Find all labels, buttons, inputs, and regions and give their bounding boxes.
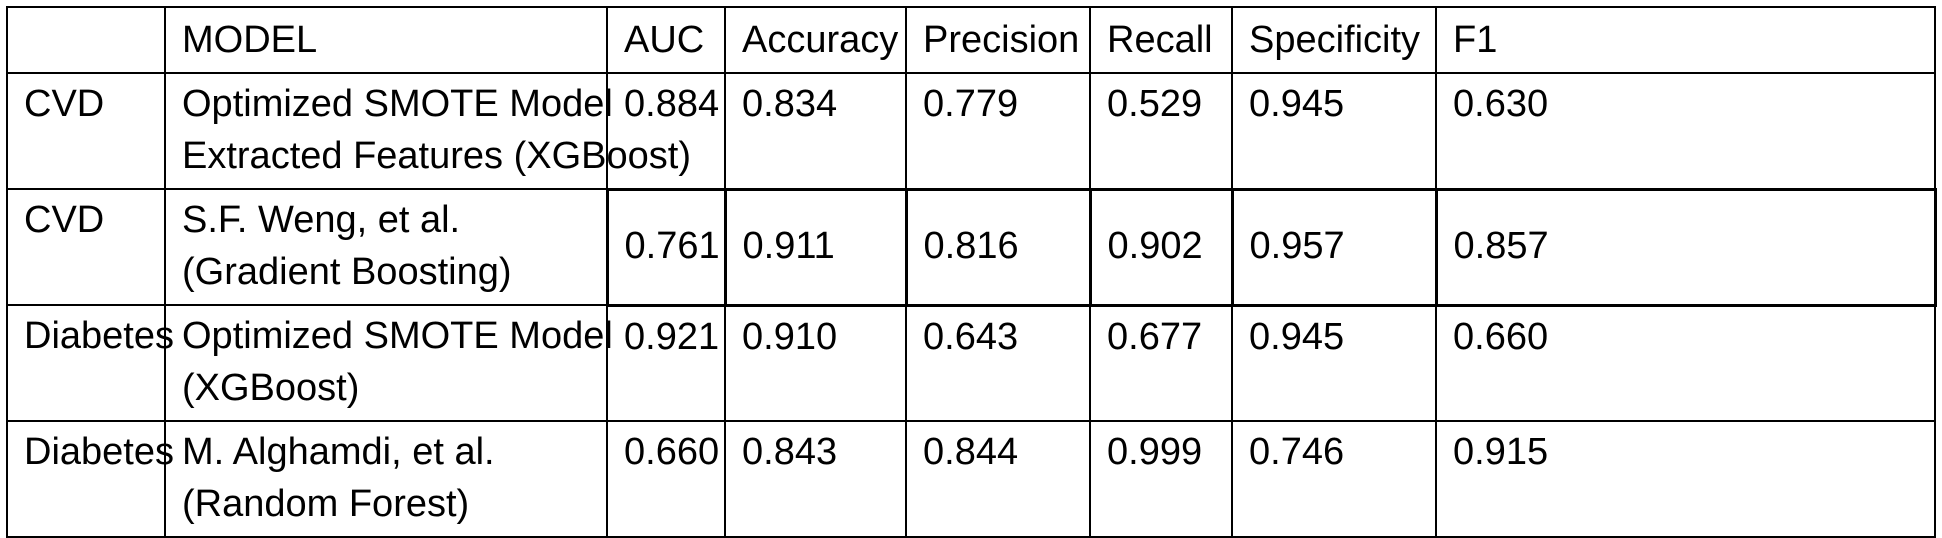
recall-cell: 0.902 <box>1088 187 1234 307</box>
header-dataset <box>6 6 166 74</box>
specificity-cell: 0.746 <box>1231 420 1437 538</box>
accuracy-cell: 0.843 <box>724 420 907 538</box>
recall-cell: 0.677 <box>1089 304 1233 422</box>
model-name-line: S.F. Weng, et al. <box>182 199 461 241</box>
header-recall: Recall <box>1089 6 1233 74</box>
header-auc: AUC <box>606 6 726 74</box>
model-detail-line: (Random Forest) <box>182 483 470 525</box>
table-row: CVD Optimized SMOTE Model Extracted Feat… <box>6 72 1936 190</box>
model-comparison-table: MODEL AUC Accuracy Precision Recall Spec… <box>6 6 1937 538</box>
f1-cell: 0.630 <box>1435 72 1936 190</box>
model-cell: Optimized SMOTE Model Extracted Features… <box>164 72 691 190</box>
accuracy-cell: 0.911 <box>723 187 908 307</box>
recall-cell: 0.999 <box>1089 420 1233 538</box>
model-detail-line: (Gradient Boosting) <box>182 251 512 293</box>
dataset-cell: Diabetes <box>6 304 174 422</box>
model-name-line: M. Alghamdi, et al. <box>182 431 495 473</box>
auc-cell: 0.884 <box>606 72 726 190</box>
header-row: MODEL AUC Accuracy Precision Recall Spec… <box>6 6 1936 74</box>
model-cell: Optimized SMOTE Model (XGBoost) <box>164 304 613 422</box>
f1-cell: 0.660 <box>1435 304 1936 422</box>
model-cell: M. Alghamdi, et al. (Random Forest) <box>164 420 608 538</box>
table-row: CVD S.F. Weng, et al. (Gradient Boosting… <box>6 187 1937 307</box>
dataset-cell: CVD <box>6 188 166 306</box>
specificity-cell: 0.957 <box>1230 187 1438 307</box>
model-name-line: Optimized SMOTE Model <box>182 83 613 125</box>
specificity-cell: 0.945 <box>1231 304 1437 422</box>
auc-cell: 0.660 <box>606 420 726 538</box>
dataset-cell: CVD <box>6 72 166 190</box>
accuracy-cell: 0.834 <box>724 72 907 190</box>
precision-cell: 0.844 <box>905 420 1091 538</box>
model-name-line: Optimized SMOTE Model <box>182 315 613 357</box>
auc-cell: 0.761 <box>605 187 727 307</box>
accuracy-cell: 0.910 <box>724 304 907 422</box>
header-specificity: Specificity <box>1231 6 1437 74</box>
f1-cell: 0.915 <box>1435 420 1936 538</box>
header-precision: Precision <box>905 6 1091 74</box>
model-cell: S.F. Weng, et al. (Gradient Boosting) <box>164 188 608 306</box>
results-table-container: MODEL AUC Accuracy Precision Recall Spec… <box>6 6 1937 538</box>
header-model: MODEL <box>164 6 608 74</box>
precision-cell: 0.643 <box>905 304 1091 422</box>
table-row: Diabetes Optimized SMOTE Model (XGBoost)… <box>6 304 1936 422</box>
recall-cell: 0.529 <box>1089 72 1233 190</box>
header-accuracy: Accuracy <box>724 6 907 74</box>
auc-cell: 0.921 <box>606 304 726 422</box>
model-detail-line: Extracted Features (XGBoost) <box>182 135 691 177</box>
dataset-cell: Diabetes <box>6 420 174 538</box>
header-f1: F1 <box>1435 6 1936 74</box>
specificity-cell: 0.945 <box>1231 72 1437 190</box>
precision-cell: 0.816 <box>904 187 1092 307</box>
f1-cell: 0.857 <box>1434 187 1937 307</box>
table-row: Diabetes M. Alghamdi, et al. (Random For… <box>6 420 1936 538</box>
precision-cell: 0.779 <box>905 72 1091 190</box>
model-detail-line: (XGBoost) <box>182 367 360 409</box>
